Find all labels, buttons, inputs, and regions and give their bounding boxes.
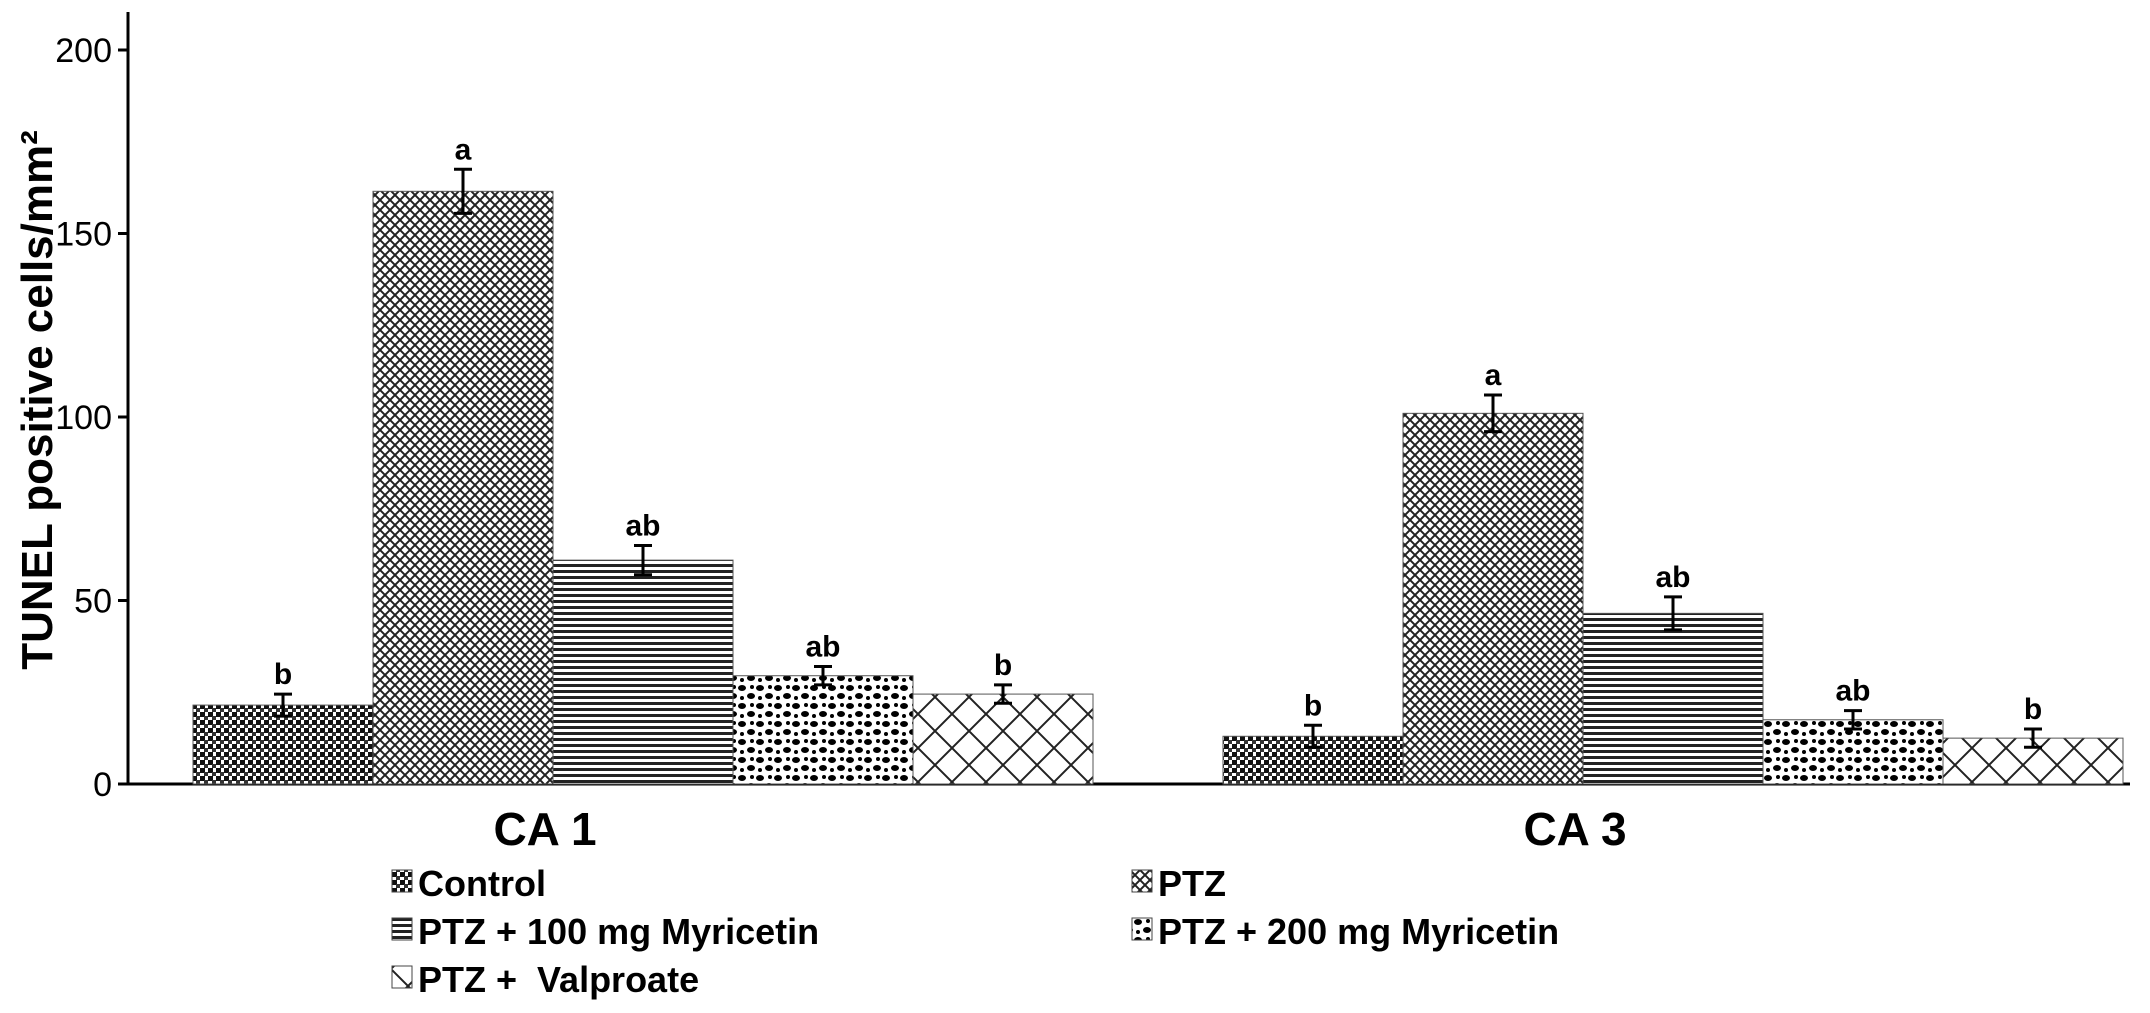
- legend-label: Control: [418, 863, 546, 904]
- y-axis-label: TUNEL positive cells/mm²: [13, 130, 62, 670]
- significance-label: ab: [1655, 561, 1690, 594]
- bars: b a ab ab b CA 1 b a ab ab b CA 3: [192, 133, 2124, 855]
- category-label: CA 1: [493, 803, 596, 855]
- bar: [1582, 612, 1764, 785]
- y-tick-label: 50: [74, 583, 112, 621]
- significance-label: a: [1485, 359, 1502, 392]
- legend-swatch: [391, 869, 413, 893]
- legend-label: PTZ + 100 mg Myricetin: [418, 911, 819, 952]
- significance-label: b: [2024, 693, 2042, 726]
- bar: [732, 675, 914, 785]
- bar: [372, 190, 554, 785]
- legend-label: PTZ + 200 mg Myricetin: [1158, 911, 1559, 952]
- axes: 0 50 100 150 200: [55, 12, 2130, 804]
- legend-swatch: [391, 917, 413, 941]
- y-tick-label: 150: [55, 216, 112, 254]
- significance-label: b: [994, 649, 1012, 682]
- significance-label: ab: [625, 509, 660, 542]
- legend-label: PTZ + Valproate: [418, 959, 699, 1000]
- bar: [912, 693, 1094, 785]
- significance-label: ab: [805, 631, 840, 664]
- y-tick-label: 0: [93, 766, 112, 804]
- legend: Control PTZ PTZ + 100 mg Myricetin PTZ + 20…: [391, 863, 1559, 1000]
- significance-label: b: [1304, 689, 1322, 722]
- y-tick-label: 200: [55, 32, 112, 70]
- legend-swatch: [391, 965, 413, 989]
- legend-swatch: [1131, 917, 1153, 941]
- bar: [1762, 719, 1944, 785]
- significance-label: b: [274, 658, 292, 691]
- category-label: CA 3: [1523, 803, 1626, 855]
- significance-label: ab: [1835, 675, 1870, 708]
- significance-label: a: [455, 133, 472, 166]
- bar: [1402, 412, 1584, 785]
- legend-label: PTZ: [1158, 863, 1226, 904]
- y-tick-label: 100: [55, 399, 112, 437]
- legend-swatch: [1131, 869, 1153, 893]
- bar: [552, 559, 734, 785]
